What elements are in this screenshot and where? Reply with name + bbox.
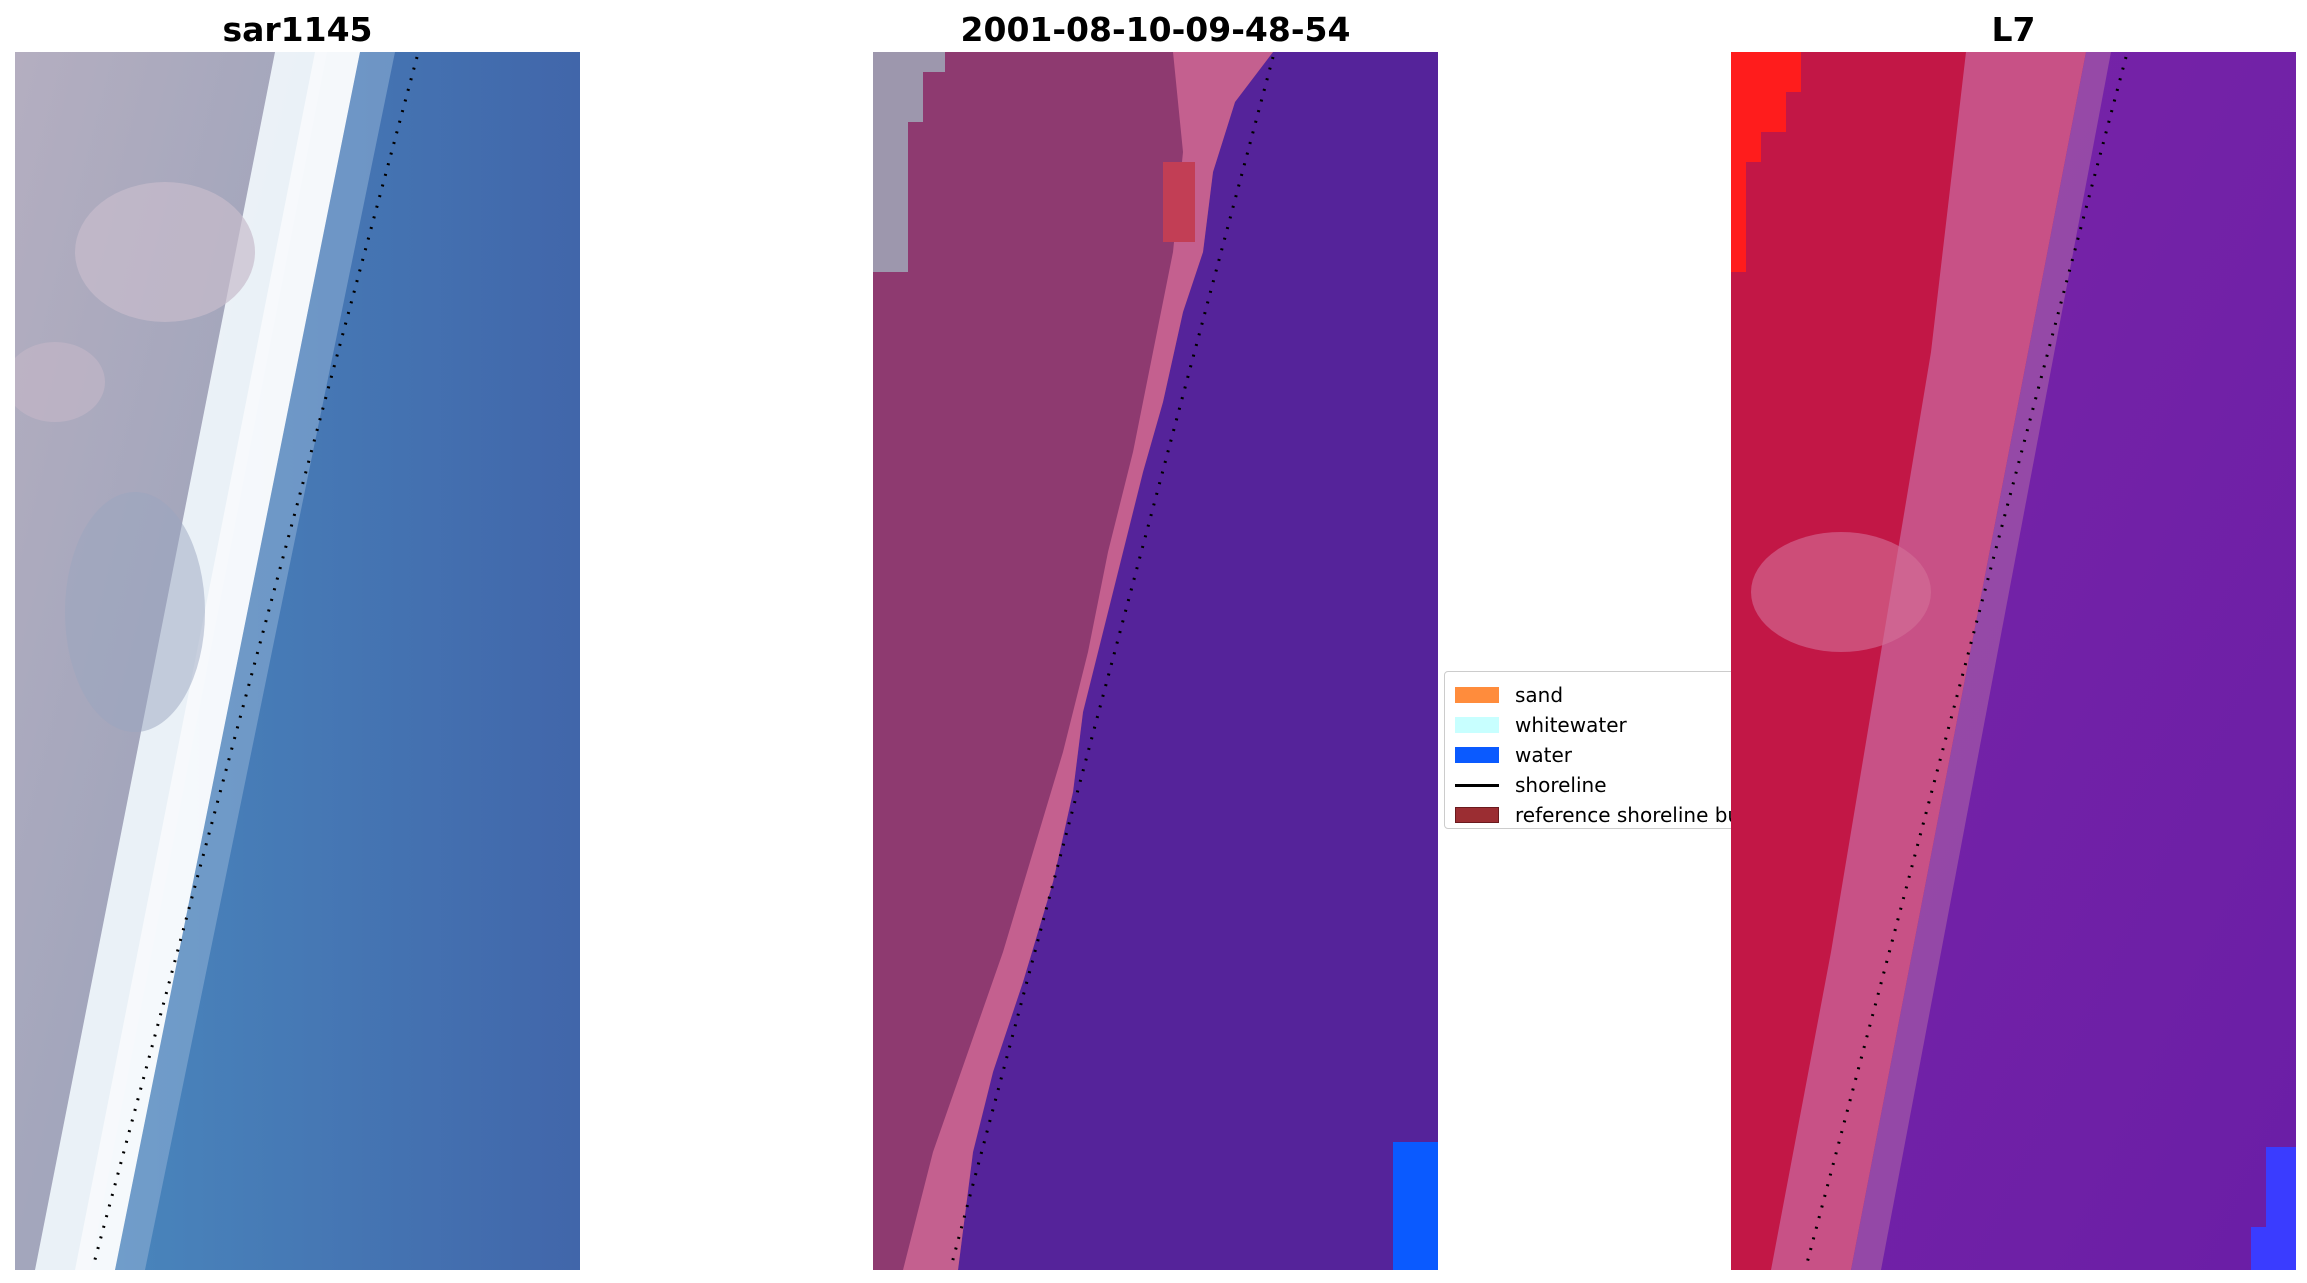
legend-item-whitewater: whitewater	[1455, 711, 1627, 739]
legend-item-reference-buffer: reference shoreline buffer	[1455, 801, 1774, 828]
classified-image-panel	[873, 52, 1438, 1270]
legend-item-shoreline: shoreline	[1455, 771, 1607, 799]
panel-title-satellite: L7	[1991, 10, 2036, 49]
shoreline-line-swatch	[1455, 783, 1499, 787]
panel-title-date: 2001-08-10-09-48-54	[960, 10, 1351, 49]
sand-swatch	[1455, 687, 1499, 703]
legend-item-sand: sand	[1455, 681, 1563, 709]
whitewater-swatch	[1455, 717, 1499, 733]
reference-buffer-swatch	[1455, 807, 1499, 823]
classified-image	[873, 52, 1438, 1270]
panel-title-rgb: sar1145	[222, 10, 373, 49]
rgb-image	[15, 52, 580, 1270]
index-image	[1731, 52, 2296, 1270]
water-swatch	[1455, 747, 1499, 763]
legend-label: sand	[1515, 683, 1564, 707]
legend-item-water: water	[1455, 741, 1572, 769]
rgb-image-panel	[15, 52, 580, 1270]
index-image-panel	[1731, 52, 2296, 1270]
legend-label: water	[1515, 743, 1572, 767]
legend-label: whitewater	[1515, 713, 1627, 737]
legend-label: shoreline	[1515, 773, 1607, 797]
